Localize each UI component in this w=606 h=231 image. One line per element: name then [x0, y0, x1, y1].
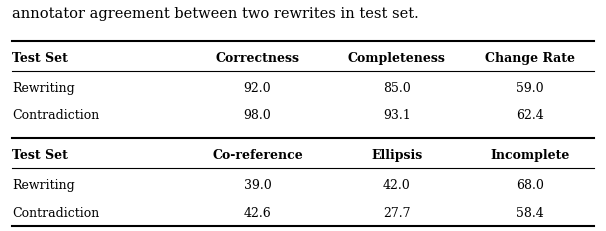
- Text: annotator agreement between two rewrites in test set.: annotator agreement between two rewrites…: [12, 7, 419, 21]
- Text: Ellipsis: Ellipsis: [371, 149, 422, 162]
- Text: Correctness: Correctness: [216, 52, 299, 65]
- Text: 98.0: 98.0: [244, 109, 271, 122]
- Text: Rewriting: Rewriting: [12, 179, 75, 192]
- Text: Rewriting: Rewriting: [12, 82, 75, 95]
- Text: 42.6: 42.6: [244, 206, 271, 219]
- Text: Change Rate: Change Rate: [485, 52, 575, 65]
- Text: Contradiction: Contradiction: [12, 206, 99, 219]
- Text: Incomplete: Incomplete: [491, 149, 570, 162]
- Text: 62.4: 62.4: [516, 109, 544, 122]
- Text: 42.0: 42.0: [383, 179, 411, 192]
- Text: 92.0: 92.0: [244, 82, 271, 95]
- Text: Test Set: Test Set: [12, 149, 68, 162]
- Text: 68.0: 68.0: [516, 179, 544, 192]
- Text: 39.0: 39.0: [244, 179, 271, 192]
- Text: 27.7: 27.7: [383, 206, 411, 219]
- Text: Test Set: Test Set: [12, 52, 68, 65]
- Text: Co-reference: Co-reference: [212, 149, 303, 162]
- Text: 58.4: 58.4: [516, 206, 544, 219]
- Text: Completeness: Completeness: [348, 52, 446, 65]
- Text: 59.0: 59.0: [516, 82, 544, 95]
- Text: Contradiction: Contradiction: [12, 109, 99, 122]
- Text: 85.0: 85.0: [383, 82, 411, 95]
- Text: 93.1: 93.1: [383, 109, 411, 122]
